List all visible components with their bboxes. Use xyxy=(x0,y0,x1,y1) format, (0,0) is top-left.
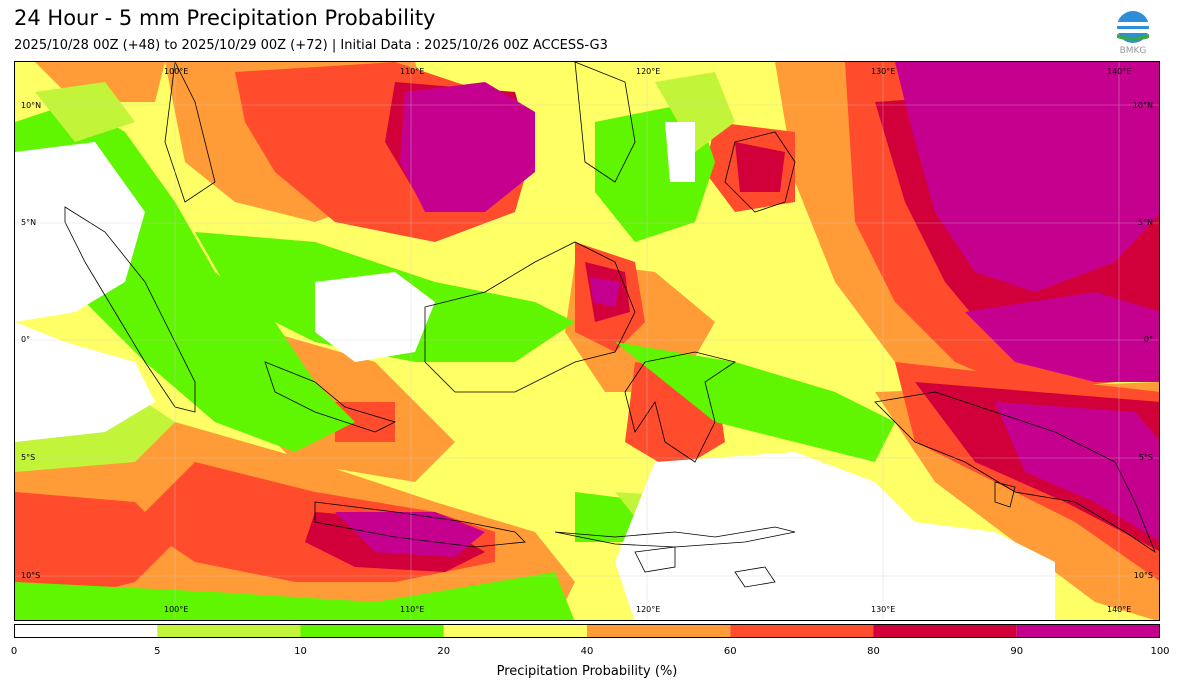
lon-label-bottom: 140°E xyxy=(1107,605,1132,614)
lon-label-bottom: 110°E xyxy=(400,605,425,614)
lon-label-top: 110°E xyxy=(400,67,425,76)
logo-text: BMKG xyxy=(1120,46,1147,56)
colorbar-tick-label: 10 xyxy=(294,646,307,657)
colorbar xyxy=(14,624,1160,638)
lat-label-right: 0° xyxy=(1143,335,1153,344)
colorbar-tick-label: 60 xyxy=(723,646,737,657)
lat-label-left: 5°S xyxy=(21,453,36,462)
lat-label-left: 5°N xyxy=(21,218,37,227)
colorbar-tick-label: 80 xyxy=(867,646,880,657)
prob-0-5-region xyxy=(15,122,1055,620)
chart-title: 24 Hour - 5 mm Precipitation Probability xyxy=(14,6,436,30)
lon-label-top: 140°E xyxy=(1107,67,1132,76)
lat-label-right: 10°N xyxy=(1132,101,1153,110)
colorbar-segment xyxy=(730,624,874,638)
colorbar-tick-label: 40 xyxy=(580,646,594,657)
colorbar-tick-label: 20 xyxy=(437,646,451,657)
lat-label-right: 5°S xyxy=(1138,453,1153,462)
colorbar-tick-label: 5 xyxy=(154,646,161,657)
colorbar-label: Precipitation Probability (%) xyxy=(496,664,678,679)
lon-label-bottom: 130°E xyxy=(871,605,896,614)
bmkg-logo: BMKG xyxy=(1113,10,1153,56)
colorbar-segment xyxy=(873,624,1017,638)
colorbar-segment xyxy=(587,624,731,638)
lon-label-top: 120°E xyxy=(636,67,661,76)
lon-label-top: 100°E xyxy=(164,67,189,76)
lat-label-right: 5°N xyxy=(1137,218,1153,227)
lat-label-right: 10°S xyxy=(1133,571,1153,580)
colorbar-segment xyxy=(157,624,301,638)
lon-label-bottom: 120°E xyxy=(636,605,661,614)
graticule xyxy=(15,62,1159,620)
chart-subtitle: 2025/10/28 00Z (+48) to 2025/10/29 00Z (… xyxy=(14,38,608,53)
colorbar-border xyxy=(14,624,1160,638)
colorbar-tick-label: 90 xyxy=(1010,646,1024,657)
precipitation-map: 100°E 110°E 120°E 130°E 140°E 100°E 110°… xyxy=(14,61,1160,621)
lat-label-left: 10°N xyxy=(21,101,42,110)
lon-label-bottom: 100°E xyxy=(164,605,189,614)
colorbar-segment xyxy=(300,624,444,638)
colorbar-segment xyxy=(14,624,158,638)
lat-label-left: 10°S xyxy=(21,571,41,580)
lat-label-left: 0° xyxy=(21,335,31,344)
colorbar-tick-label: 0 xyxy=(10,646,18,657)
lon-label-top: 130°E xyxy=(871,67,896,76)
colorbar-tick-label: 100 xyxy=(1150,646,1170,657)
colorbar-segment xyxy=(1016,624,1160,638)
colorbar-segment xyxy=(443,624,587,638)
coastlines xyxy=(64,62,1156,588)
prob-90-100-region xyxy=(335,62,1159,557)
